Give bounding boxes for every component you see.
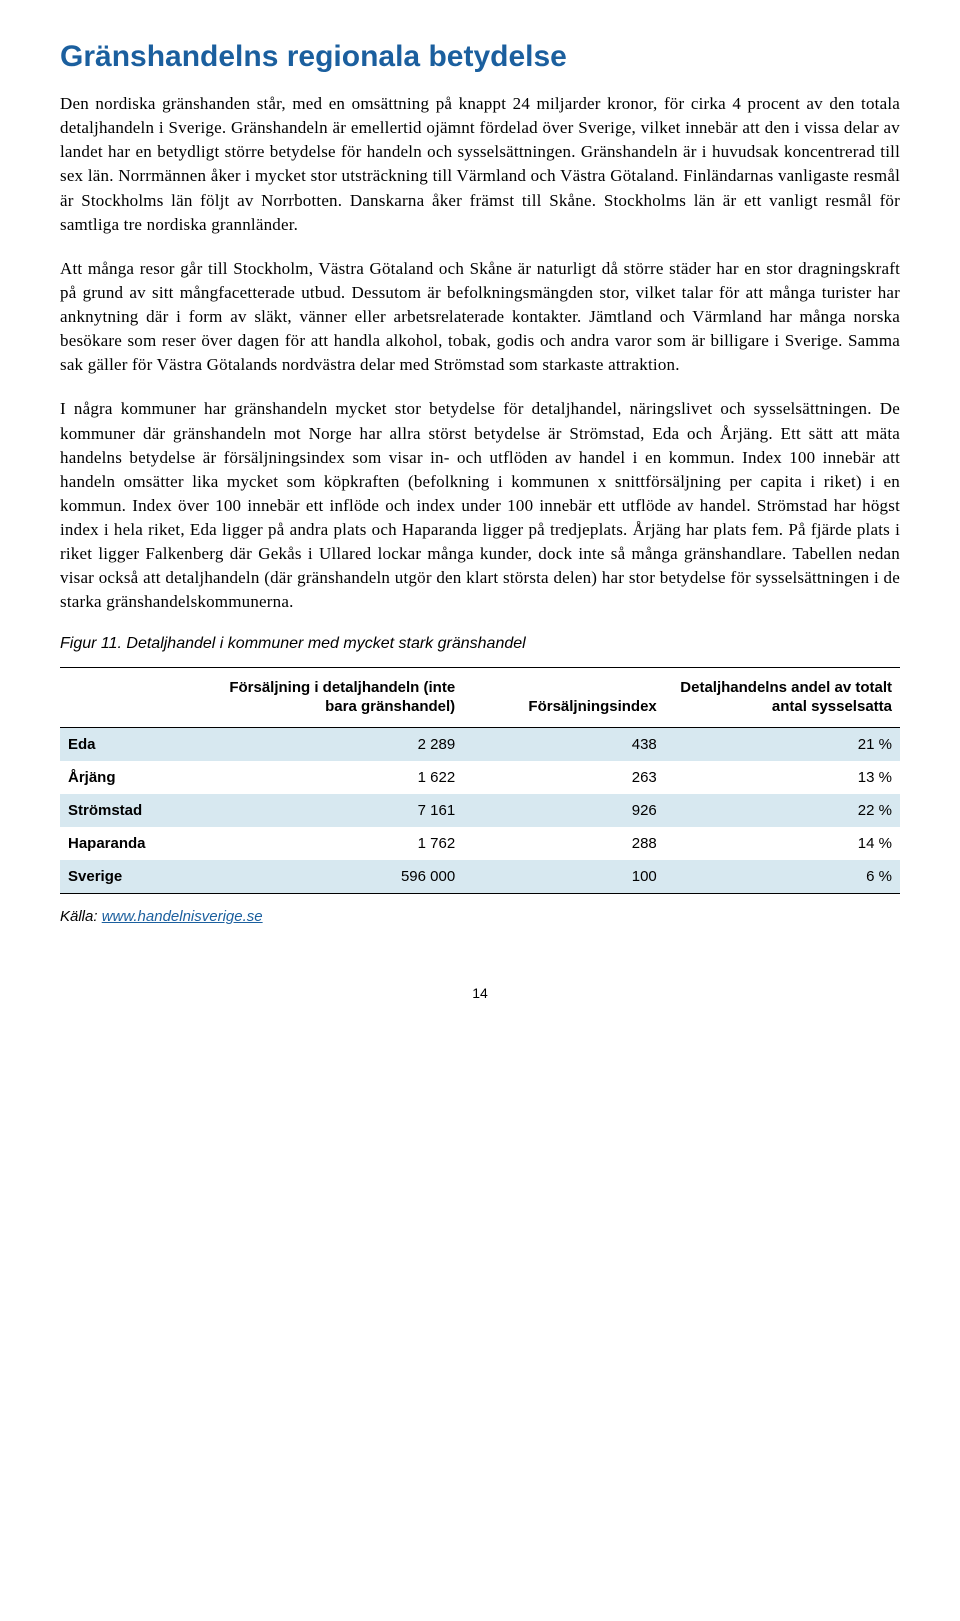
data-table: Försäljning i detaljhandeln (inte bara g… (60, 667, 900, 894)
table-cell-name: Strömstad (60, 794, 211, 827)
table-cell-name: Sverige (60, 860, 211, 894)
body-paragraph: Den nordiska gränshanden står, med en om… (60, 92, 900, 237)
table-cell-index: 263 (463, 761, 665, 794)
table-cell-sales: 1 622 (211, 761, 463, 794)
table-cell-share: 6 % (665, 860, 900, 894)
table-cell-sales: 596 000 (211, 860, 463, 894)
page-number: 14 (60, 985, 900, 1001)
table-cell-index: 926 (463, 794, 665, 827)
table-cell-index: 288 (463, 827, 665, 860)
table-cell-sales: 2 289 (211, 727, 463, 761)
table-cell-index: 438 (463, 727, 665, 761)
table-cell-share: 22 % (665, 794, 900, 827)
table-header-cell: Försäljningsindex (463, 667, 665, 727)
table-row: Sverige 596 000 100 6 % (60, 860, 900, 894)
table-header-cell: Detaljhandelns andel av totalt antal sys… (665, 667, 900, 727)
source-link[interactable]: www.handelnisverige.se (102, 908, 263, 925)
table-row: Strömstad 7 161 926 22 % (60, 794, 900, 827)
body-paragraph: I några kommuner har gränshandeln mycket… (60, 397, 900, 614)
table-cell-sales: 7 161 (211, 794, 463, 827)
table-header-cell (60, 667, 211, 727)
source-label: Källa: (60, 908, 102, 925)
source-line: Källa: www.handelnisverige.se (60, 908, 900, 925)
table-cell-sales: 1 762 (211, 827, 463, 860)
table-row: Eda 2 289 438 21 % (60, 727, 900, 761)
table-cell-index: 100 (463, 860, 665, 894)
table-cell-share: 13 % (665, 761, 900, 794)
body-paragraph: Att många resor går till Stockholm, Väst… (60, 257, 900, 378)
table-cell-share: 21 % (665, 727, 900, 761)
table-cell-name: Haparanda (60, 827, 211, 860)
table-cell-share: 14 % (665, 827, 900, 860)
table-cell-name: Eda (60, 727, 211, 761)
table-header-cell: Försäljning i detaljhandeln (inte bara g… (211, 667, 463, 727)
table-row: Årjäng 1 622 263 13 % (60, 761, 900, 794)
table-header-row: Försäljning i detaljhandeln (inte bara g… (60, 667, 900, 727)
figure-caption: Figur 11. Detaljhandel i kommuner med my… (60, 635, 900, 653)
table-body: Eda 2 289 438 21 % Årjäng 1 622 263 13 %… (60, 727, 900, 893)
table-cell-name: Årjäng (60, 761, 211, 794)
page-heading: Gränshandelns regionala betydelse (60, 40, 900, 74)
table-row: Haparanda 1 762 288 14 % (60, 827, 900, 860)
